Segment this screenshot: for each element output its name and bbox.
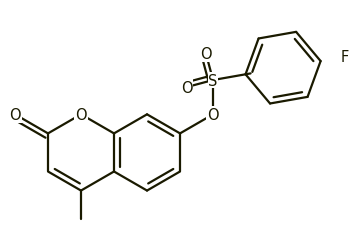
- Text: O: O: [207, 107, 219, 122]
- Text: O: O: [75, 107, 87, 122]
- Text: F: F: [341, 50, 349, 65]
- Text: O: O: [181, 80, 192, 95]
- Text: O: O: [9, 107, 21, 122]
- Text: O: O: [200, 47, 212, 62]
- Text: S: S: [208, 73, 218, 88]
